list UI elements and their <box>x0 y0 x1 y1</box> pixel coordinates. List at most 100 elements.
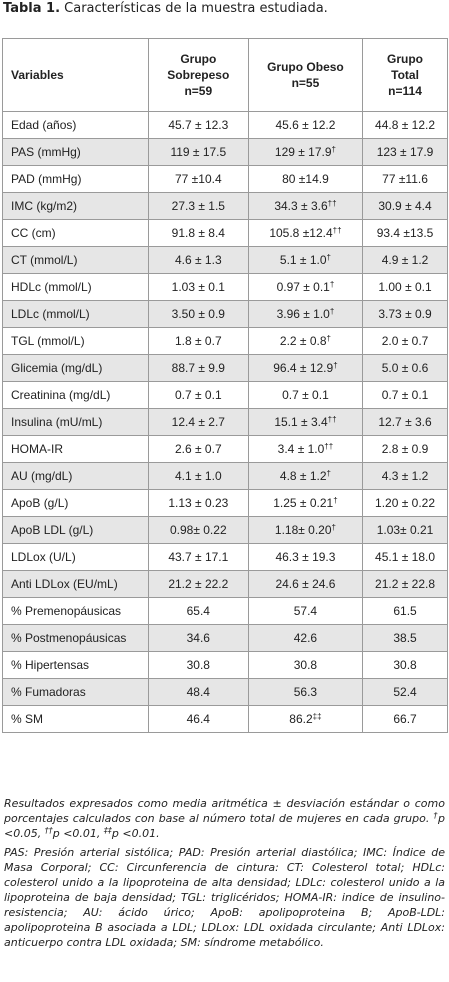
row-label: IMC (kg/m2) <box>2 192 149 220</box>
cell-sobrepeso: 1.8 ± 0.7 <box>147 327 249 355</box>
row-label: PAS (mmHg) <box>2 138 149 166</box>
cell-total: 0.7 ± 0.1 <box>362 381 448 409</box>
cell-obeso: 34.3 ± 3.6†† <box>247 192 364 220</box>
cell-obeso: 24.6 ± 24.6 <box>247 570 364 598</box>
row-label: Insulina (mU/mL) <box>2 408 149 436</box>
cell-sobrepeso: 48.4 <box>147 678 249 706</box>
cell-sobrepeso: 34.6 <box>147 624 249 652</box>
cell-total: 45.1 ± 18.0 <box>362 543 448 571</box>
significance-mark: †† <box>327 415 337 424</box>
cell-obeso: 42.6 <box>247 624 364 652</box>
significance-mark: †† <box>324 442 334 451</box>
cell-obeso: 46.3 ± 19.3 <box>247 543 364 571</box>
cell-sobrepeso: 3.50 ± 0.9 <box>147 300 249 328</box>
cell-total: 12.7 ± 3.6 <box>362 408 448 436</box>
cell-sobrepeso: 0.98± 0.22 <box>147 516 249 544</box>
cell-sobrepeso: 30.8 <box>147 651 249 679</box>
table-row: ApoB LDL (g/L) 0.98± 0.22 1.18± 0.20† 1.03±… <box>2 516 448 544</box>
row-label: TGL (mmol/L) <box>2 327 149 355</box>
significance-mark: † <box>329 307 335 316</box>
cell-obeso: 80 ±14.9 <box>247 165 364 193</box>
cell-obeso: 30.8 <box>247 651 364 679</box>
row-label: CC (cm) <box>2 219 149 247</box>
cell-obeso: 45.6 ± 12.2 <box>247 111 364 139</box>
table-row: HOMA-IR 2.6 ± 0.7 3.4 ± 1.0†† 2.8 ± 0.9 <box>2 435 448 463</box>
table-row: PAD (mmHg) 77 ±10.4 80 ±14.9 77 ±11.6 <box>2 165 448 193</box>
cell-obeso: 3.4 ± 1.0†† <box>247 435 364 463</box>
table-row: CC (cm) 91.8 ± 8.4 105.8 ±12.4†† 93.4 ±13.5 <box>2 219 448 247</box>
cell-total: 44.8 ± 12.2 <box>362 111 448 139</box>
header-variables: Variables <box>2 38 149 112</box>
table-row: ApoB (g/L) 1.13 ± 0.23 1.25 ± 0.21† 1.20 ± … <box>2 489 448 517</box>
table-title-text: Características de la muestra estudiada. <box>64 1 328 16</box>
table-row: % Hipertensas 30.8 30.8 30.8 <box>2 651 448 679</box>
table-row: TGL (mmol/L) 1.8 ± 0.7 2.2 ± 0.8† 2.0 ± 0.7 <box>2 327 448 355</box>
notes-paragraph-1: Resultados expresados como media aritmét… <box>4 797 446 840</box>
cell-total: 2.8 ± 0.9 <box>362 435 448 463</box>
cell-total: 123 ± 17.9 <box>362 138 448 166</box>
cell-total: 1.00 ± 0.1 <box>362 273 448 301</box>
cell-total: 61.5 <box>362 597 448 625</box>
cell-sobrepeso: 27.3 ± 1.5 <box>147 192 249 220</box>
table-row: Anti LDLox (EU/mL) 21.2 ± 22.2 24.6 ± 24.6… <box>2 570 448 598</box>
table-row: IMC (kg/m2) 27.3 ± 1.5 34.3 ± 3.6†† 30.9 ± … <box>2 192 448 220</box>
row-label: % Premenopáusicas <box>2 597 149 625</box>
table-title: Tabla 1. Características de la muestra e… <box>3 0 328 18</box>
cell-sobrepeso: 46.4 <box>147 705 249 733</box>
cell-sobrepeso: 88.7 ± 9.9 <box>147 354 249 382</box>
significance-mark: ‡‡ <box>312 712 322 721</box>
cell-sobrepeso: 0.7 ± 0.1 <box>147 381 249 409</box>
cell-obeso: 0.97 ± 0.1† <box>247 273 364 301</box>
table-body: Edad (años) 45.7 ± 12.3 45.6 ± 12.2 44.8 ± … <box>2 111 448 733</box>
cell-obeso: 57.4 <box>247 597 364 625</box>
cell-obeso: 1.18± 0.20† <box>247 516 364 544</box>
row-label: % Hipertensas <box>2 651 149 679</box>
significance-mark: † <box>333 496 338 505</box>
cell-obeso: 105.8 ±12.4†† <box>247 219 364 247</box>
cell-total: 2.0 ± 0.7 <box>362 327 448 355</box>
cell-sobrepeso: 21.2 ± 22.2 <box>147 570 249 598</box>
significance-mark: † <box>333 361 338 370</box>
cell-sobrepeso: 91.8 ± 8.4 <box>147 219 249 247</box>
cell-total: 21.2 ± 22.8 <box>362 570 448 598</box>
cell-sobrepeso: 77 ±10.4 <box>147 165 249 193</box>
cell-total: 5.0 ± 0.6 <box>362 354 448 382</box>
table-notes: Resultados expresados como media aritmét… <box>4 796 445 954</box>
cell-sobrepeso: 43.7 ± 17.1 <box>147 543 249 571</box>
significance-mark: † <box>326 253 331 262</box>
row-label: ApoB LDL (g/L) <box>2 516 149 544</box>
cell-total: 30.9 ± 4.4 <box>362 192 448 220</box>
cell-obeso: 15.1 ± 3.4†† <box>247 408 364 436</box>
significance-mark: † <box>329 280 335 289</box>
table-title-label: Tabla 1. <box>3 1 61 16</box>
table-row: % Premenopáusicas 65.4 57.4 61.5 <box>2 597 448 625</box>
table-row: Creatinina (mg/dL) 0.7 ± 0.1 0.7 ± 0.1 0.7 … <box>2 381 448 409</box>
row-label: Anti LDLox (EU/mL) <box>2 570 149 598</box>
cell-total: 77 ±11.6 <box>362 165 448 193</box>
table-row: Glicemia (mg/dL) 88.7 ± 9.9 96.4 ± 12.9† 5.… <box>2 354 448 382</box>
table-row: LDLox (U/L) 43.7 ± 17.1 46.3 ± 19.3 45.1 ± … <box>2 543 448 571</box>
cell-obeso: 96.4 ± 12.9† <box>247 354 364 382</box>
cell-obeso: 0.7 ± 0.1 <box>247 381 364 409</box>
table-row: PAS (mmHg) 119 ± 17.5 129 ± 17.9† 123 ± 17.… <box>2 138 448 166</box>
cell-total: 4.3 ± 1.2 <box>362 462 448 490</box>
row-label: Glicemia (mg/dL) <box>2 354 149 382</box>
row-label: % SM <box>2 705 149 733</box>
table-row: AU (mg/dL) 4.1 ± 1.0 4.8 ± 1.2† 4.3 ± 1.2 <box>2 462 448 490</box>
cell-total: 66.7 <box>362 705 448 733</box>
header-obeso: Grupo Obeso n=55 <box>247 38 364 112</box>
cell-obeso: 86.2‡‡ <box>247 705 364 733</box>
header-total: Grupo Total n=114 <box>362 38 448 112</box>
cell-total: 1.03± 0.21 <box>362 516 448 544</box>
notes-paragraph-2: PAS: Presión arterial sistólica; PAD: Pr… <box>4 846 445 949</box>
cell-obeso: 4.8 ± 1.2† <box>247 462 364 490</box>
table-row: LDLc (mmol/L) 3.50 ± 0.9 3.96 ± 1.0† 3.73 ±… <box>2 300 448 328</box>
table-row: % Fumadoras 48.4 56.3 52.4 <box>2 678 448 706</box>
cell-obeso: 2.2 ± 0.8† <box>247 327 364 355</box>
table-row: Edad (años) 45.7 ± 12.3 45.6 ± 12.2 44.8 ± … <box>2 111 448 139</box>
cell-total: 4.9 ± 1.2 <box>362 246 448 274</box>
cell-total: 30.8 <box>362 651 448 679</box>
table-row: CT (mmol/L) 4.6 ± 1.3 5.1 ± 1.0† 4.9 ± 1.2 <box>2 246 448 274</box>
cell-sobrepeso: 1.03 ± 0.1 <box>147 273 249 301</box>
header-row: Variables Grupo Sobrepeso n=59 Grupo Obe… <box>2 38 448 112</box>
